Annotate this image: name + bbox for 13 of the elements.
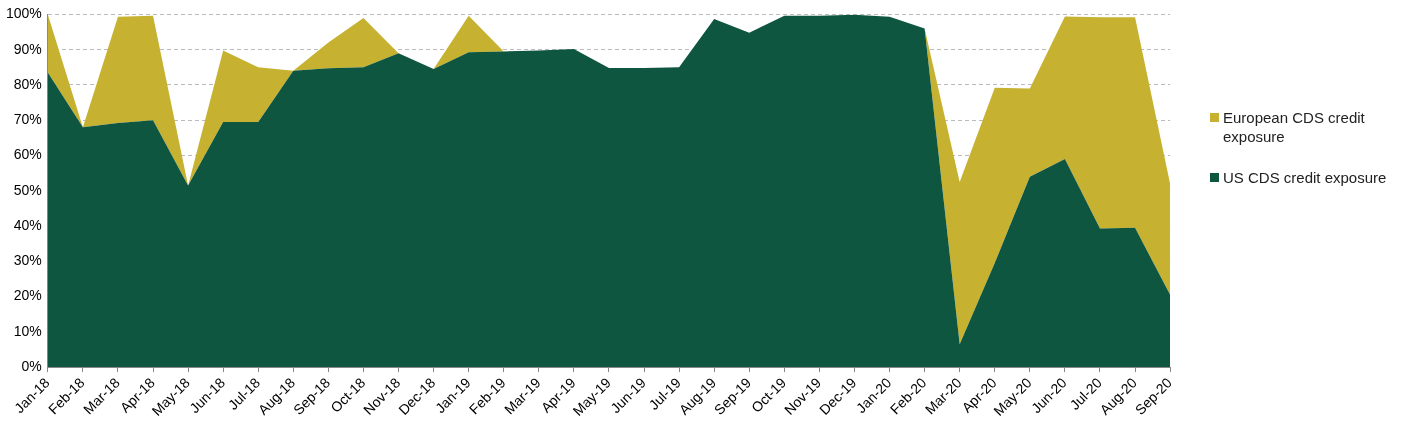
y-tick-label: 90% [13, 40, 42, 57]
y-tick-label: 60% [13, 146, 42, 163]
y-tick-label: 30% [13, 252, 42, 269]
y-tick-label: 40% [13, 216, 42, 233]
y-tick-label: 100% [5, 5, 42, 22]
y-tick-label: 80% [13, 75, 42, 92]
y-tick-label: 10% [13, 322, 42, 339]
y-tick-label: 50% [13, 181, 42, 198]
legend-label: US CDS credit exposure [1223, 168, 1387, 187]
y-tick-label: 0% [21, 357, 42, 374]
y-tick-label: 20% [13, 287, 42, 304]
y-tick-label: 70% [13, 111, 42, 128]
legend-label: European CDS credit exposure [1223, 108, 1366, 146]
